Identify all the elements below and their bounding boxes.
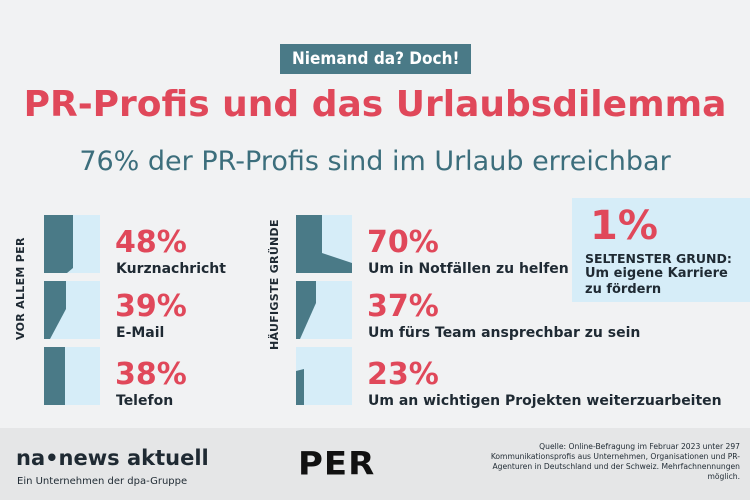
value-label: 39% xyxy=(115,289,187,324)
news-aktuell-tagline: Ein Unternehmen der dpa-Gruppe xyxy=(17,476,188,487)
page-subtitle: 76% der PR-Profis sind im Urlaub erreich… xyxy=(79,146,671,177)
fill-glyph-email xyxy=(44,281,100,339)
group-label-reasons: HÄUFIGSTE GRÜNDE xyxy=(268,219,281,350)
highlight-text: Um eigene Karriere zu fördern xyxy=(585,266,728,297)
category-label: Um fürs Team ansprechbar zu sein xyxy=(368,325,641,341)
category-label: E-Mail xyxy=(116,325,165,341)
source-note: Quelle: Online-Befragung im Februar 2023… xyxy=(490,442,740,481)
group-label-channels: VOR ALLEM PER xyxy=(14,237,27,340)
page-title: PR-Profis und das Urlaubsdilemma xyxy=(23,84,727,125)
value-label: 23% xyxy=(367,357,439,392)
value-label: 37% xyxy=(367,289,439,324)
fill-glyph-team xyxy=(296,281,352,339)
fill-glyph-kurznachricht xyxy=(44,215,100,273)
category-label: Kurznachricht xyxy=(116,261,226,277)
fill-glyph-notfaelle xyxy=(296,215,352,273)
fill-glyph-projekte xyxy=(296,347,352,405)
highlight-box: 1% SELTENSTER GRUND: Um eigene Karriere … xyxy=(572,198,750,302)
highlight-value: 1% xyxy=(590,203,658,249)
category-label: Telefon xyxy=(116,393,174,409)
per-logo: PER xyxy=(298,445,376,483)
news-aktuell-logo: na•news aktuell xyxy=(16,446,209,470)
category-label: Um an wichtigen Projekten weiterzuarbeit… xyxy=(368,393,722,409)
value-label: 48% xyxy=(115,225,187,260)
kicker-label: Niemand da? Doch! xyxy=(280,44,472,74)
highlight-heading: SELTENSTER GRUND: xyxy=(585,251,732,266)
category-label: Um in Notfällen zu helfen xyxy=(368,261,569,277)
footer: na•news aktuell Ein Unternehmen der dpa-… xyxy=(0,428,750,500)
value-label: 38% xyxy=(115,357,187,392)
fill-glyph-telefon xyxy=(44,347,100,405)
value-label: 70% xyxy=(367,225,439,260)
